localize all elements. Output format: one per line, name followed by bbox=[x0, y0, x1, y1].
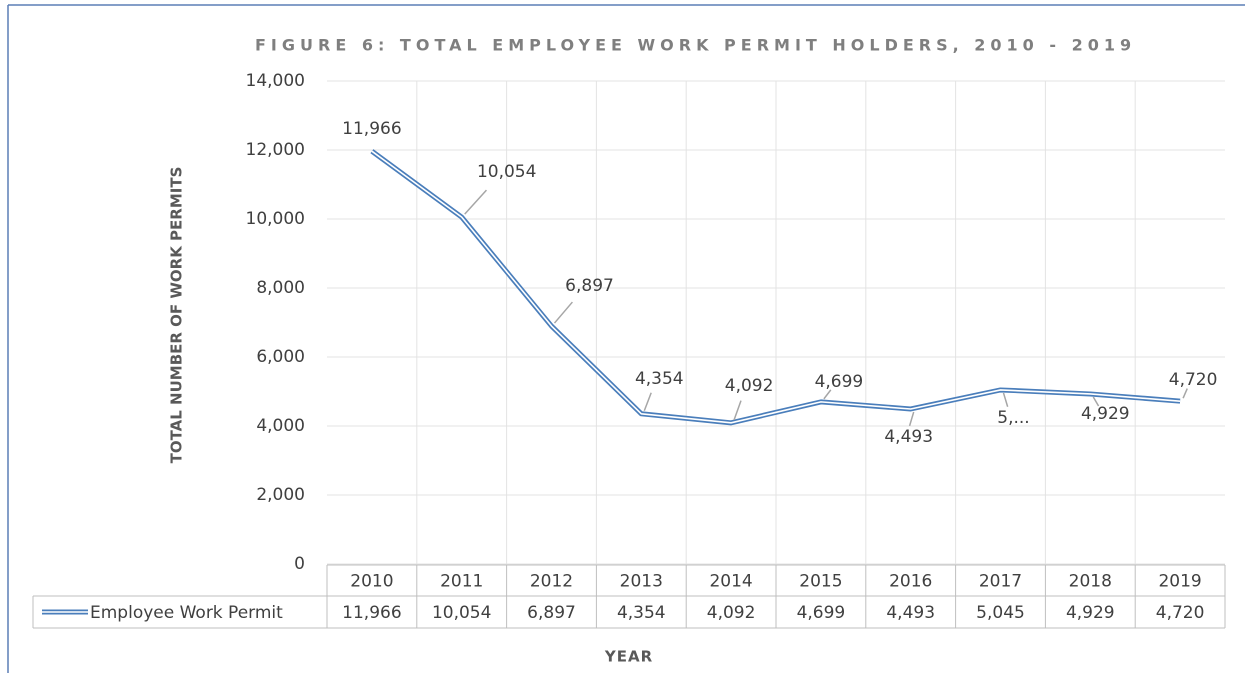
y-tick-label: 6,000 bbox=[256, 347, 305, 367]
data-label: 10,054 bbox=[477, 162, 536, 182]
chart-title: FIGURE 6: TOTAL EMPLOYEE WORK PERMIT HOL… bbox=[255, 36, 1136, 55]
table-cell: 4,929 bbox=[1066, 603, 1115, 623]
x-tick-label: 2014 bbox=[709, 572, 752, 592]
y-tick-label: 12,000 bbox=[246, 140, 305, 160]
data-label: 4,720 bbox=[1169, 370, 1218, 390]
leader-line bbox=[1002, 392, 1009, 407]
data-label: 5,... bbox=[997, 408, 1029, 428]
x-tick-label: 2013 bbox=[620, 572, 663, 592]
data-label: 6,897 bbox=[565, 276, 614, 296]
x-tick-label: 2018 bbox=[1069, 572, 1112, 592]
leader-line bbox=[553, 301, 573, 324]
table-cell: 11,966 bbox=[342, 603, 401, 623]
x-tick-label: 2016 bbox=[889, 572, 932, 592]
data-label: 4,354 bbox=[635, 369, 684, 389]
table-cell: 4,493 bbox=[886, 603, 935, 623]
y-tick-label: 0 bbox=[294, 554, 305, 574]
x-tick-label: 2012 bbox=[530, 572, 573, 592]
table-cell: 4,354 bbox=[617, 603, 666, 623]
leader-line bbox=[464, 189, 488, 215]
x-axis-label: YEAR bbox=[604, 648, 653, 666]
leader-line bbox=[733, 400, 742, 421]
leader-line bbox=[1182, 388, 1188, 399]
table-cell: 5,045 bbox=[976, 603, 1025, 623]
y-tick-label: 14,000 bbox=[246, 71, 305, 91]
y-tick-label: 10,000 bbox=[246, 209, 305, 229]
table-cell: 4,092 bbox=[707, 603, 756, 623]
table-cell: 6,897 bbox=[527, 603, 576, 623]
leader-line bbox=[643, 392, 652, 412]
x-tick-label: 2010 bbox=[350, 572, 393, 592]
data-label: 4,929 bbox=[1081, 404, 1130, 424]
x-tick-label: 2015 bbox=[799, 572, 842, 592]
x-tick-label: 2019 bbox=[1158, 572, 1201, 592]
legend-label: Employee Work Permit bbox=[90, 603, 283, 623]
y-tick-label: 8,000 bbox=[256, 278, 305, 298]
y-tick-label: 2,000 bbox=[256, 485, 305, 505]
series-line-inner bbox=[371, 150, 1181, 424]
leader-line bbox=[823, 389, 832, 400]
data-label: 4,092 bbox=[725, 376, 774, 396]
leader-line bbox=[908, 411, 915, 427]
data-label: 4,699 bbox=[815, 372, 864, 392]
y-tick-label: 4,000 bbox=[256, 416, 305, 436]
table-cell: 4,720 bbox=[1156, 603, 1205, 623]
y-axis-label: TOTAL NUMBER OF WORK PERMITS bbox=[168, 167, 186, 464]
table-cell: 4,699 bbox=[797, 603, 846, 623]
table-cell: 10,054 bbox=[432, 603, 491, 623]
x-tick-label: 2017 bbox=[979, 572, 1022, 592]
leader-line bbox=[1092, 396, 1100, 407]
x-tick-label: 2011 bbox=[440, 572, 483, 592]
data-label: 11,966 bbox=[342, 119, 401, 139]
data-label: 4,493 bbox=[884, 427, 933, 447]
